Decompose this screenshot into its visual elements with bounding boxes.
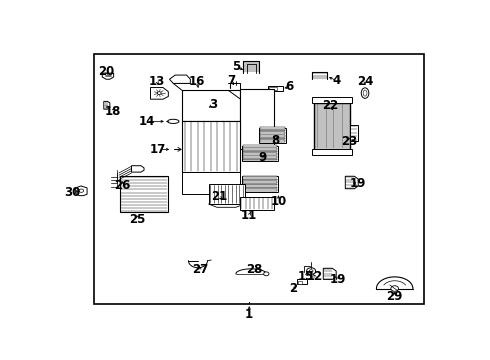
Bar	[240, 197, 274, 210]
Text: 29: 29	[387, 289, 403, 302]
Bar	[242, 146, 278, 161]
Bar	[243, 184, 276, 185]
Bar	[243, 179, 276, 180]
Text: 2: 2	[290, 282, 298, 295]
Text: 10: 10	[270, 195, 287, 208]
Text: 4: 4	[332, 74, 341, 87]
Bar	[260, 135, 285, 137]
Bar	[260, 127, 285, 129]
Bar	[260, 132, 285, 134]
Bar	[270, 87, 277, 90]
Text: 14: 14	[139, 115, 155, 128]
Bar	[243, 189, 276, 191]
Text: 28: 28	[246, 262, 262, 276]
Circle shape	[309, 270, 313, 273]
Bar	[297, 279, 307, 284]
Bar	[314, 103, 350, 149]
Bar	[243, 145, 276, 147]
Circle shape	[200, 109, 204, 112]
Text: 9: 9	[258, 151, 267, 164]
Bar	[312, 149, 352, 155]
Polygon shape	[75, 186, 87, 195]
Text: 8: 8	[271, 134, 280, 147]
Bar	[350, 125, 358, 141]
Text: 26: 26	[115, 179, 131, 192]
Bar	[298, 281, 302, 284]
Text: 25: 25	[129, 213, 146, 226]
Circle shape	[157, 92, 161, 94]
Text: 19: 19	[350, 177, 367, 190]
Text: 3: 3	[209, 98, 217, 111]
Text: 5: 5	[232, 60, 240, 73]
Text: 15: 15	[298, 270, 315, 283]
Bar	[120, 176, 168, 212]
Bar	[259, 128, 286, 143]
Circle shape	[307, 268, 316, 274]
Text: 17: 17	[150, 143, 166, 156]
Text: 30: 30	[65, 186, 81, 199]
Bar	[260, 138, 285, 139]
Circle shape	[264, 272, 269, 276]
Text: 16: 16	[189, 75, 205, 88]
Polygon shape	[170, 75, 190, 84]
Bar	[182, 172, 240, 194]
Bar	[242, 176, 278, 192]
Text: 21: 21	[211, 190, 227, 203]
Text: 24: 24	[357, 75, 373, 88]
Bar	[268, 86, 283, 91]
Ellipse shape	[168, 119, 179, 123]
Bar	[243, 153, 276, 155]
Text: 13: 13	[149, 75, 165, 88]
Text: 7: 7	[227, 74, 235, 87]
Bar	[243, 181, 276, 183]
Text: 6: 6	[286, 81, 294, 94]
Text: 27: 27	[192, 262, 208, 276]
Circle shape	[204, 100, 207, 103]
Text: 18: 18	[104, 105, 121, 118]
Text: 11: 11	[241, 208, 257, 221]
Text: 12: 12	[307, 270, 323, 283]
Ellipse shape	[361, 88, 369, 98]
Ellipse shape	[363, 90, 367, 96]
Circle shape	[79, 189, 84, 192]
Text: 23: 23	[341, 135, 357, 148]
Text: 22: 22	[322, 99, 338, 112]
Bar	[94, 54, 424, 304]
Bar	[243, 148, 276, 149]
Text: 20: 20	[98, 65, 114, 78]
Circle shape	[202, 99, 209, 104]
Polygon shape	[150, 87, 169, 99]
Polygon shape	[131, 166, 144, 172]
Polygon shape	[102, 73, 114, 79]
Bar	[243, 151, 276, 152]
Polygon shape	[345, 176, 358, 189]
Bar	[312, 97, 352, 103]
Circle shape	[198, 108, 206, 113]
Bar	[243, 186, 276, 188]
Polygon shape	[323, 268, 336, 279]
Bar	[209, 184, 245, 204]
Bar	[182, 121, 240, 172]
Text: 19: 19	[329, 273, 346, 286]
Bar	[243, 176, 276, 177]
Bar	[260, 130, 285, 131]
Bar	[240, 89, 274, 149]
Bar	[243, 159, 276, 160]
Polygon shape	[104, 102, 110, 109]
Bar	[260, 140, 285, 142]
Bar	[243, 156, 276, 158]
Bar	[182, 90, 240, 121]
Circle shape	[391, 286, 398, 291]
Text: 1: 1	[245, 308, 253, 321]
